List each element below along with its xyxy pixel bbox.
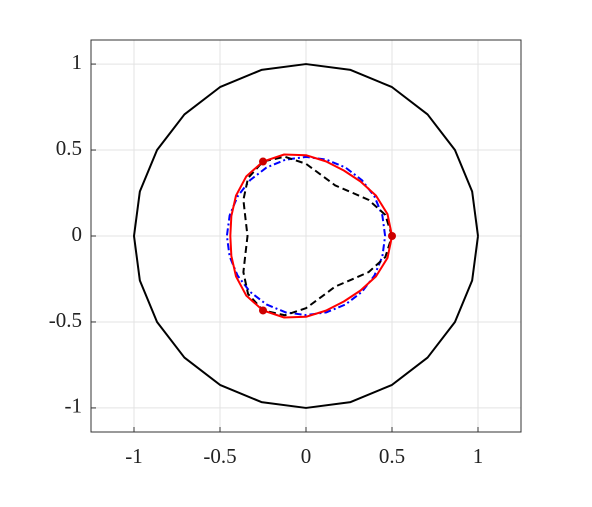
point-marker [259,157,267,166]
x-tick-label: 1 [473,444,484,468]
curve [229,153,393,319]
axes-box [90,39,522,433]
curve [242,155,393,317]
point-marker [388,232,396,240]
point-marker [259,306,267,315]
x-tick-label: 0 [301,444,312,468]
y-tick-label: 1 [72,50,83,74]
x-tick-label: -1 [125,444,143,468]
curve [133,63,479,409]
y-tick-label: 0.5 [56,136,82,160]
x-tick-label: -0.5 [203,444,236,468]
x-tick-label: 0.5 [379,444,405,468]
y-tick-label: -1 [65,394,83,418]
y-tick-label: 0 [72,222,83,246]
y-tick-label: -0.5 [49,308,82,332]
